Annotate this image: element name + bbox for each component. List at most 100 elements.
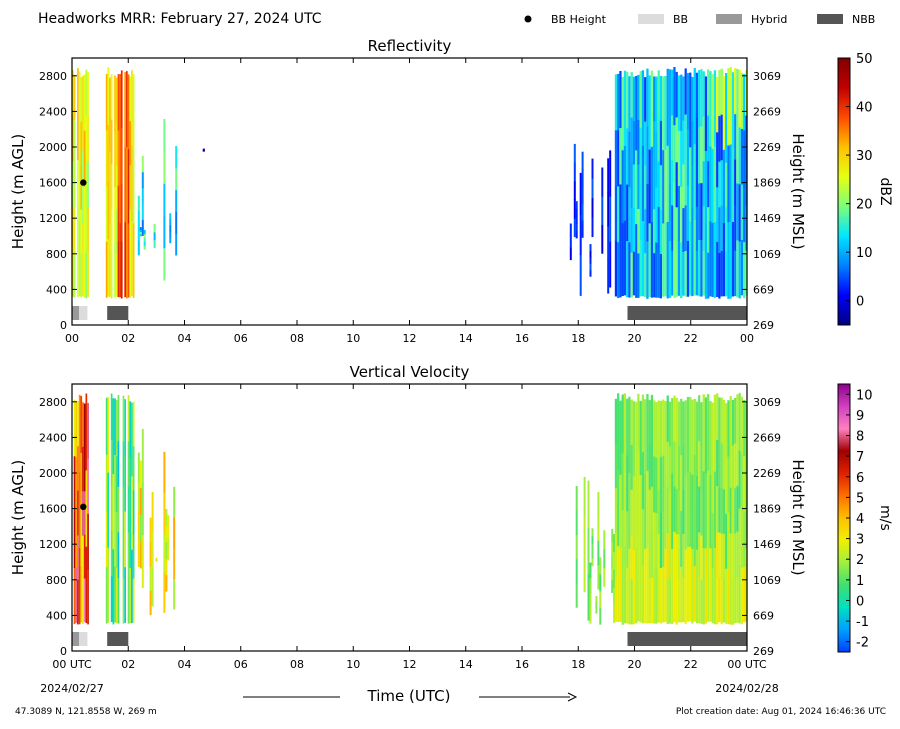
heatmap-cell [644, 252, 647, 298]
heatmap-cell [117, 440, 120, 487]
y-tick-label: 2400 [39, 431, 67, 444]
heatmap-cell [78, 394, 81, 472]
heatmap-cell [655, 76, 658, 133]
heatmap-cell [673, 576, 676, 623]
heatmap-cell [671, 159, 674, 206]
heatmap-cell [653, 252, 656, 298]
y-tick-label: 0 [60, 319, 67, 332]
heatmap-cell [648, 149, 651, 224]
heatmap-cell [668, 534, 672, 580]
heatmap-cell [709, 146, 712, 222]
heatmap-cell [671, 249, 674, 296]
x-tick-label: 06 [234, 658, 248, 671]
heatmap-cell [83, 490, 86, 535]
x-tick-label: 14 [459, 332, 473, 345]
heatmap-cell [609, 195, 612, 242]
heatmap-cell [657, 489, 660, 534]
x-tick-label: 08 [290, 332, 304, 345]
y-tick-label: 2800 [39, 396, 67, 409]
heatmap-cell [621, 149, 624, 224]
heatmap-cell [635, 223, 638, 298]
heatmap-cell [655, 242, 658, 298]
heatmap-cell [591, 528, 594, 537]
heatmap-cell [581, 168, 584, 187]
heatmap-cell [127, 148, 130, 224]
heatmap-cell [85, 206, 88, 253]
heatmap-cell [131, 145, 133, 221]
heatmap-cell [587, 527, 590, 575]
heatmap-cell [579, 254, 582, 296]
heatmap-cell [722, 75, 726, 150]
heatmap-cell [117, 577, 120, 624]
heatmap-cell [626, 240, 629, 298]
heatmap-cell [77, 113, 79, 161]
heatmap-cell [657, 400, 660, 446]
heatmap-cell [126, 146, 128, 223]
heatmap-cell [702, 250, 705, 296]
heatmap-cell [77, 490, 79, 536]
heatmap-cell [139, 231, 142, 235]
heatmap-cell [78, 146, 81, 222]
heatmap-cell [702, 470, 705, 548]
heatmap-cell [727, 144, 730, 223]
heatmap-cell [729, 221, 732, 299]
heatmap-cell [167, 526, 170, 539]
heatmap-cell [202, 148, 205, 150]
heatmap-cell [80, 395, 83, 453]
heatmap-cell [655, 567, 658, 624]
x-tick-label: 06 [234, 332, 248, 345]
heatmap-cell [119, 74, 121, 149]
reflectivity-panel: Reflectivity0400800120016002000240028002… [9, 37, 893, 345]
heatmap-cell [141, 428, 144, 483]
heatmap-cell [677, 533, 680, 579]
heatmap-cell [740, 72, 744, 129]
heatmap-cell [671, 548, 674, 624]
heatmap-cell [673, 395, 676, 442]
heatmap-cell [650, 394, 653, 441]
heatmap-cell [725, 568, 728, 624]
heatmap-cell [713, 146, 717, 223]
y-tick-label: 1200 [39, 538, 67, 551]
heatmap-cell [731, 399, 735, 446]
heatmap-cell [635, 401, 638, 477]
heatmap-cell [85, 115, 88, 162]
heatmap-cell [127, 74, 130, 150]
heatmap-cell [695, 549, 699, 624]
heatmap-cell [682, 120, 685, 165]
x-tick-label: 22 [684, 332, 698, 345]
bright-band-segment [627, 306, 747, 320]
heatmap-cell [573, 199, 576, 219]
y-tick-label: 0 [60, 645, 67, 658]
heatmap-cell [734, 250, 737, 297]
heatmap-cell [720, 488, 723, 534]
heatmap-cell [119, 222, 121, 298]
colorbar-tick-label: 20 [856, 198, 873, 213]
heatmap-cell [657, 115, 660, 162]
colorbar-tick-label: 1 [856, 574, 864, 589]
heatmap-cell [698, 239, 701, 297]
heatmap-cell [653, 511, 656, 568]
heatmap-cell [682, 401, 685, 446]
heatmap-cell [155, 559, 158, 561]
heatmap-cell [175, 211, 178, 234]
heatmap-cell [107, 547, 110, 623]
heatmap-cell [630, 444, 633, 490]
heatmap-cell [644, 473, 647, 549]
heatmap-cell [738, 126, 741, 185]
heatmap-cell [648, 533, 651, 579]
heatmap-cell [707, 394, 710, 471]
heatmap-cell [129, 512, 132, 568]
heatmap-cell [132, 148, 135, 224]
colorbar-tick-label: 4 [856, 512, 864, 527]
x-tick-label: 10 [346, 332, 360, 345]
colorbar-tick-label: 10 [856, 246, 873, 261]
heatmap-cell [689, 397, 692, 473]
heatmap-cell [591, 197, 594, 218]
heatmap-cell [607, 225, 610, 260]
heatmap-cell [704, 397, 707, 474]
heatmap-cell [673, 124, 676, 183]
heatmap-cell [731, 489, 735, 536]
heatmap-cell [727, 400, 730, 457]
heatmap-cell [675, 71, 678, 118]
heatmap-cell [82, 490, 84, 536]
